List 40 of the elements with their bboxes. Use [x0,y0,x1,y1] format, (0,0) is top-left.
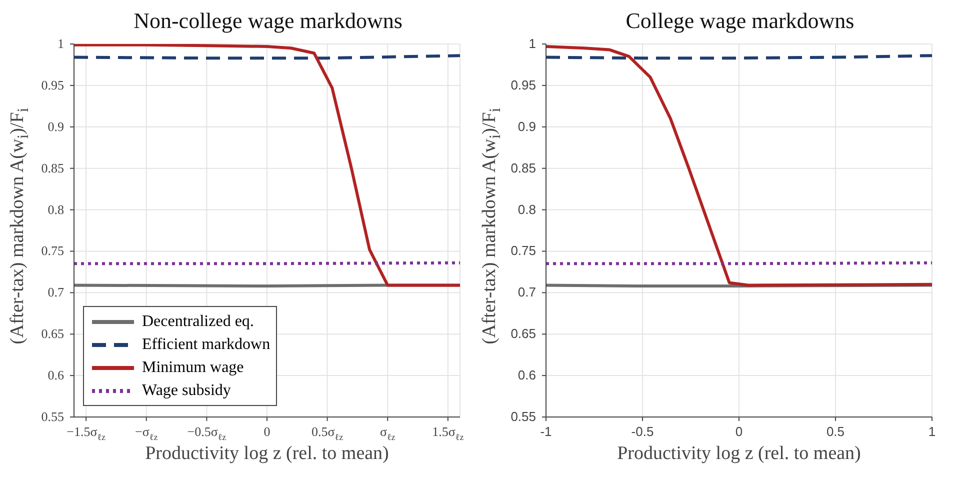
y-tick-label: 1 [58,36,64,51]
x-tick-label: −0.5σ$_{ℓz}$ [187,424,226,442]
y-tick-label: 0.95 [510,77,536,92]
y-tick-label: 0.65 [510,326,536,342]
x-axis-title: Productivity log z (rel. to mean) [144,443,390,465]
y-tick-label: 0.75 [41,243,64,258]
x-tick-label: 0.5 [826,424,845,439]
y-tick-label: 0.9 [48,118,64,134]
y-tick-label: 0.55 [510,409,536,424]
y-tick-label: 0.7 [48,284,64,300]
x-tick-label: -1 [540,424,552,439]
legend-label: Wage subsidy [142,382,231,400]
y-tick-label: 0.85 [41,160,64,176]
y-tick-label: 0.9 [518,118,536,134]
x-tick-label: 0.5σ$_{ℓz}$ [312,424,344,442]
y-tick-label: 0.95 [41,77,64,92]
y-tick-label: 0.55 [41,409,64,424]
x-tick-label: -0.5 [631,424,654,439]
y-tick-label: 1 [528,36,536,51]
legend-label: Efficient markdown [142,336,270,354]
x-axis-title: Productivity log z (rel. to mean) [616,443,862,465]
x-tick-label: 0 [264,424,270,439]
x-tick-label: 1 [928,424,936,439]
x-tick-label: σ$_{ℓz}$ [380,424,396,442]
y-tick-label: 0.85 [510,160,536,176]
y-tick-label: 0.75 [510,243,536,258]
y-tick-label: 0.7 [518,284,536,300]
x-tick-label: −σ$_{ℓz}$ [135,424,158,442]
x-tick-label: 1.5σ$_{ℓz}$ [432,424,464,442]
legend-label: Minimum wage [142,358,244,376]
x-tick-label: 0 [735,424,743,439]
y-tick-label: 0.65 [41,326,64,342]
y-tick-label: 0.6 [518,368,536,383]
chart-title: College wage markdowns [624,8,856,35]
y-tick-label: 0.8 [48,202,64,217]
legend-label: Decentralized eq. [142,312,254,330]
y-tick-label: 0.6 [48,368,64,383]
y-tick-label: 0.8 [518,202,536,217]
x-tick-label: −1.5σ$_{ℓz}$ [66,424,106,442]
chart-title: Non-college wage markdowns [132,8,404,35]
